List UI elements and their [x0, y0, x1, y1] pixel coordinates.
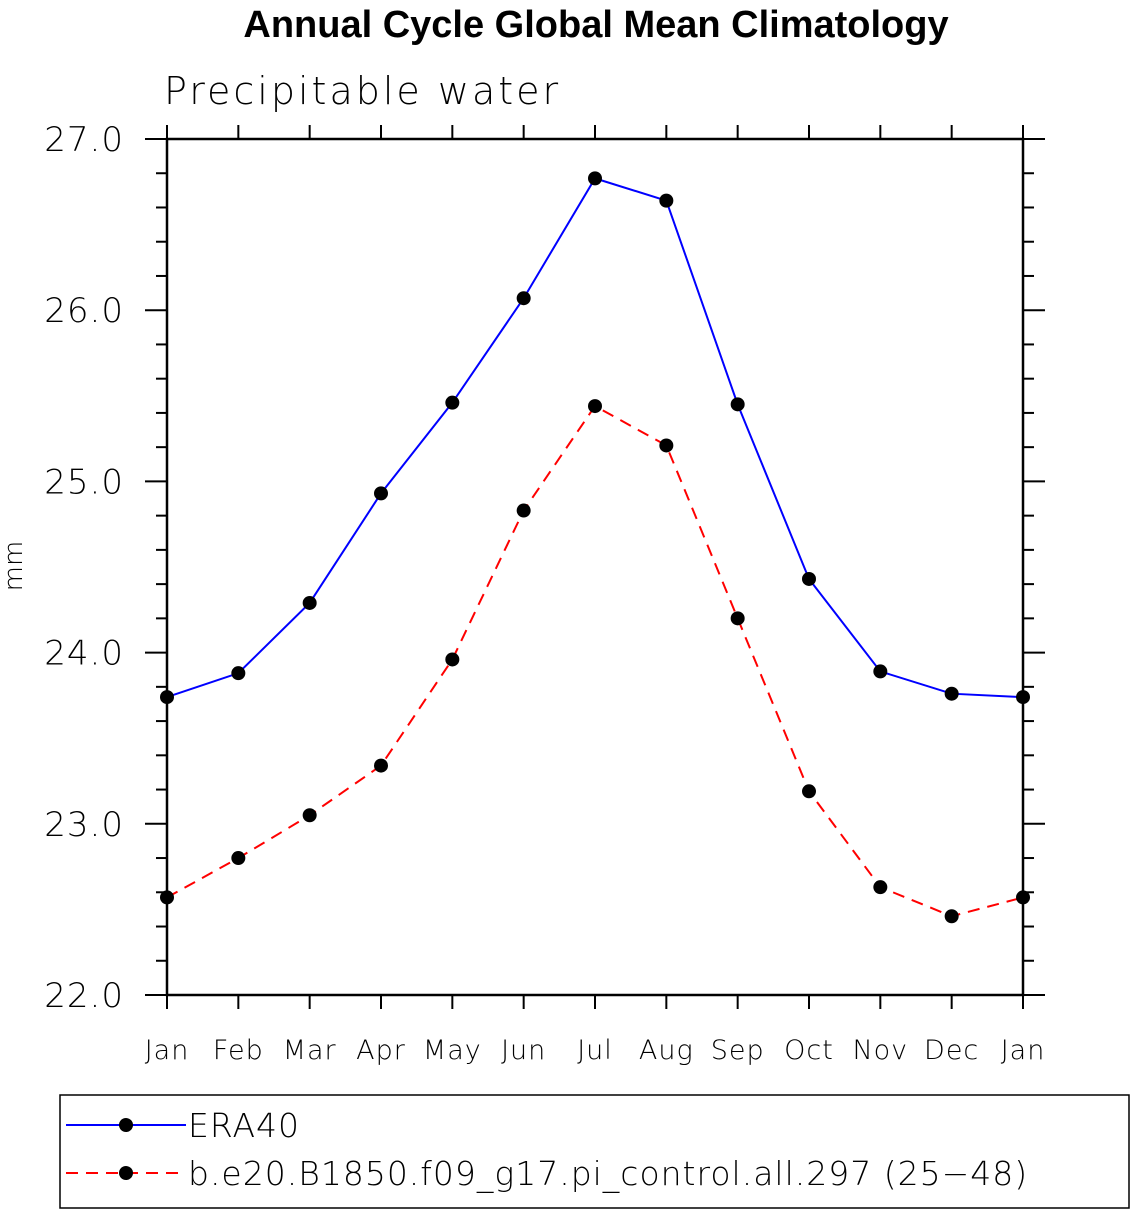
- legend-marker-2: [119, 1166, 133, 1180]
- x-tick-label: Jan: [145, 1035, 190, 1066]
- y-tick-label: 26.0: [44, 291, 124, 331]
- series-lines: [160, 171, 1030, 924]
- data-point: [302, 808, 317, 823]
- data-point: [445, 652, 460, 667]
- axis-ticks: [145, 125, 1045, 1009]
- y-tick-label: 27.0: [44, 120, 124, 160]
- legend-box: [59, 1094, 1130, 1209]
- data-point: [445, 395, 460, 410]
- data-point: [659, 193, 674, 208]
- axis-tick-labels: Jan Feb Mar Apr May Jun Jul Aug Sep Oct Nov Dec Jan 2…: [44, 120, 1046, 1066]
- chart-subtitle: Precipitable water: [164, 69, 561, 113]
- x-tick-label: Oct: [784, 1035, 834, 1066]
- data-point: [516, 503, 531, 518]
- data-point: [730, 611, 745, 626]
- x-tick-label: Jul: [577, 1035, 613, 1066]
- data-point: [802, 571, 816, 586]
- data-point: [873, 880, 888, 895]
- data-point: [730, 397, 745, 412]
- data-point: [374, 758, 388, 773]
- data-point: [659, 438, 674, 453]
- data-point: [516, 291, 531, 306]
- legend-label-1: ERA40: [188, 1106, 300, 1145]
- x-tick-label: Mar: [283, 1035, 337, 1066]
- data-point: [944, 686, 959, 701]
- y-tick-label: 25.0: [44, 462, 124, 502]
- y-axis-label: mm: [0, 541, 29, 592]
- y-tick-label: 24.0: [44, 634, 124, 674]
- data-point: [944, 909, 959, 924]
- data-point: [802, 784, 816, 799]
- data-point: [588, 171, 602, 186]
- legend-items: ERA40 b.e20.B1850.f09_g17.pi_control.all.…: [66, 1106, 1028, 1194]
- legend-label-2: b.e20.B1850.f09_g17.pi_control.all.297 (…: [188, 1154, 1028, 1194]
- x-tick-label: Feb: [213, 1035, 264, 1066]
- x-tick-label: May: [423, 1035, 482, 1066]
- x-tick-label: Jan: [1001, 1035, 1046, 1066]
- x-tick-label: Dec: [924, 1035, 979, 1066]
- x-tick-label: Aug: [639, 1035, 694, 1066]
- x-tick-label: Apr: [356, 1035, 406, 1066]
- legend: ERA40 b.e20.B1850.f09_g17.pi_control.all.…: [59, 1094, 1130, 1209]
- y-tick-label: 22.0: [44, 976, 124, 1016]
- plot-frame: [165, 137, 1025, 997]
- x-tick-label: Sep: [711, 1035, 765, 1066]
- data-point: [231, 666, 246, 681]
- chart-title: Annual Cycle Global Mean Climatology: [243, 4, 948, 46]
- data-point: [231, 851, 246, 866]
- data-point: [588, 399, 602, 414]
- data-point: [302, 595, 317, 610]
- x-tick-label: Jun: [501, 1035, 546, 1066]
- x-tick-label: Nov: [852, 1035, 908, 1066]
- data-point: [873, 664, 888, 679]
- legend-marker-1: [119, 1118, 133, 1132]
- y-tick-label: 23.0: [44, 805, 124, 845]
- data-point: [374, 486, 388, 501]
- series-line-1: [166, 177, 1024, 699]
- series-line-2: [166, 404, 1024, 918]
